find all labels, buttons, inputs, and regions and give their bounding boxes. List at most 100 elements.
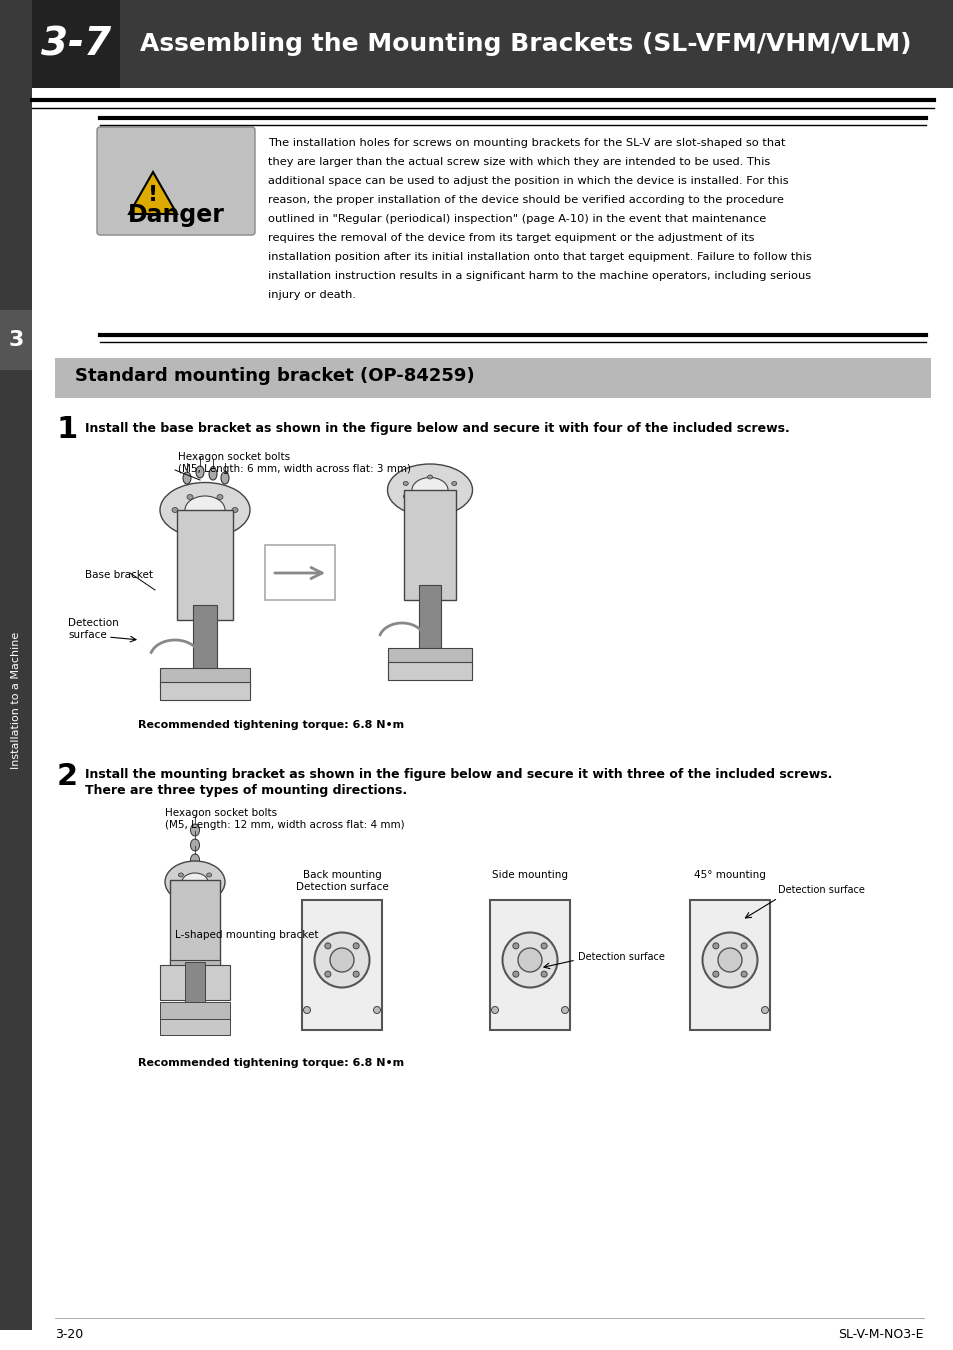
Ellipse shape [740, 971, 746, 977]
Bar [193, 605, 216, 680]
Bar [55, 358, 930, 398]
Bar [490, 900, 569, 1030]
Polygon shape [129, 171, 177, 215]
Ellipse shape [187, 521, 193, 525]
Ellipse shape [325, 971, 331, 977]
Bar [160, 1019, 230, 1035]
Ellipse shape [491, 1007, 498, 1014]
Text: outlined in "Regular (periodical) inspection" (page A-10) in the event that main: outlined in "Regular (periodical) inspec… [268, 215, 765, 224]
Ellipse shape [740, 942, 746, 949]
Text: Detection surface: Detection surface [578, 952, 664, 963]
Text: 3: 3 [9, 329, 24, 350]
Bar [160, 1002, 230, 1021]
Text: Installation to a Machine: Installation to a Machine [11, 632, 21, 768]
Bar [403, 490, 456, 599]
Ellipse shape [502, 933, 557, 987]
Ellipse shape [712, 971, 719, 977]
Text: Hexagon socket bolts: Hexagon socket bolts [165, 809, 276, 818]
Ellipse shape [216, 494, 223, 499]
Text: Assembling the Mounting Brackets (SL-VFM/VHM/VLM): Assembling the Mounting Brackets (SL-VFM… [140, 32, 910, 55]
Text: injury or death.: injury or death. [268, 290, 355, 300]
Text: There are three types of mounting directions.: There are three types of mounting direct… [85, 784, 407, 796]
Ellipse shape [216, 521, 223, 525]
Ellipse shape [452, 494, 456, 498]
Bar [177, 510, 233, 620]
Ellipse shape [412, 478, 448, 502]
Ellipse shape [191, 838, 199, 850]
Bar [160, 668, 250, 688]
Ellipse shape [540, 971, 547, 977]
Text: 3-7: 3-7 [41, 26, 111, 63]
Ellipse shape [185, 495, 225, 524]
Ellipse shape [513, 942, 518, 949]
Text: L-shaped mounting bracket: L-shaped mounting bracket [174, 930, 318, 940]
Text: installation instruction results in a significant harm to the machine operators,: installation instruction results in a si… [268, 271, 810, 281]
Ellipse shape [427, 501, 432, 505]
Text: (M5, Length: 12 mm, width across flat: 4 mm): (M5, Length: 12 mm, width across flat: 4… [165, 819, 404, 830]
Text: Side mounting: Side mounting [492, 869, 567, 880]
Bar [388, 662, 472, 680]
Ellipse shape [183, 472, 191, 485]
Bar [418, 585, 440, 660]
Ellipse shape [540, 942, 547, 949]
Bar [0, 310, 32, 370]
Ellipse shape [221, 472, 229, 485]
Bar [302, 900, 381, 1030]
Ellipse shape [178, 873, 183, 878]
Bar [388, 648, 472, 668]
Ellipse shape [353, 971, 358, 977]
Ellipse shape [207, 887, 212, 891]
Ellipse shape [403, 494, 408, 498]
Text: Detection: Detection [68, 618, 118, 628]
Ellipse shape [330, 948, 354, 972]
Text: requires the removal of the device from its target equipment or the adjustment o: requires the removal of the device from … [268, 234, 754, 243]
Ellipse shape [209, 468, 216, 481]
Ellipse shape [325, 942, 331, 949]
Text: surface: surface [68, 630, 107, 640]
Ellipse shape [232, 508, 237, 513]
Ellipse shape [760, 1007, 768, 1014]
Ellipse shape [191, 855, 199, 865]
Ellipse shape [172, 508, 178, 513]
Ellipse shape [452, 482, 456, 486]
Bar [160, 682, 250, 701]
Text: !: ! [148, 185, 158, 205]
Bar [32, 0, 120, 88]
Ellipse shape [303, 1007, 310, 1014]
Ellipse shape [561, 1007, 568, 1014]
Ellipse shape [403, 482, 408, 486]
Bar [689, 900, 769, 1030]
Bar [160, 965, 230, 1000]
Ellipse shape [314, 933, 369, 987]
Text: 1: 1 [57, 414, 78, 444]
FancyBboxPatch shape [97, 127, 254, 235]
Text: Detection surface: Detection surface [778, 886, 864, 895]
Ellipse shape [165, 861, 225, 903]
Bar [170, 880, 220, 965]
Ellipse shape [513, 971, 518, 977]
Text: additional space can be used to adjust the position in which the device is insta: additional space can be used to adjust t… [268, 176, 788, 186]
Text: Back mounting: Back mounting [302, 869, 381, 880]
Bar [0, 0, 953, 88]
Text: they are larger than the actual screw size with which they are intended to be us: they are larger than the actual screw si… [268, 157, 769, 167]
FancyBboxPatch shape [265, 545, 335, 599]
Text: Detection surface: Detection surface [295, 882, 388, 892]
Ellipse shape [374, 1007, 380, 1014]
Ellipse shape [178, 887, 183, 891]
Ellipse shape [207, 873, 212, 878]
Ellipse shape [160, 482, 250, 537]
Bar [185, 963, 205, 1010]
Ellipse shape [387, 464, 472, 516]
Text: Install the mounting bracket as shown in the figure below and secure it with thr: Install the mounting bracket as shown in… [85, 768, 832, 782]
Ellipse shape [353, 942, 358, 949]
Ellipse shape [701, 933, 757, 987]
Text: Hexagon socket bolts: Hexagon socket bolts [178, 452, 290, 462]
Text: Recommended tightening torque: 6.8 N•m: Recommended tightening torque: 6.8 N•m [138, 1058, 404, 1068]
Text: (M5, Length: 6 mm, width across flat: 3 mm): (M5, Length: 6 mm, width across flat: 3 … [178, 464, 411, 474]
Ellipse shape [427, 475, 432, 479]
Text: installation position after its initial installation onto that target equipment.: installation position after its initial … [268, 252, 811, 262]
Text: The installation holes for screws on mounting brackets for the SL-V are slot-sha: The installation holes for screws on mou… [268, 138, 784, 148]
Ellipse shape [182, 873, 208, 891]
Bar [0, 88, 32, 1330]
Text: Install the base bracket as shown in the figure below and secure it with four of: Install the base bracket as shown in the… [85, 423, 789, 435]
